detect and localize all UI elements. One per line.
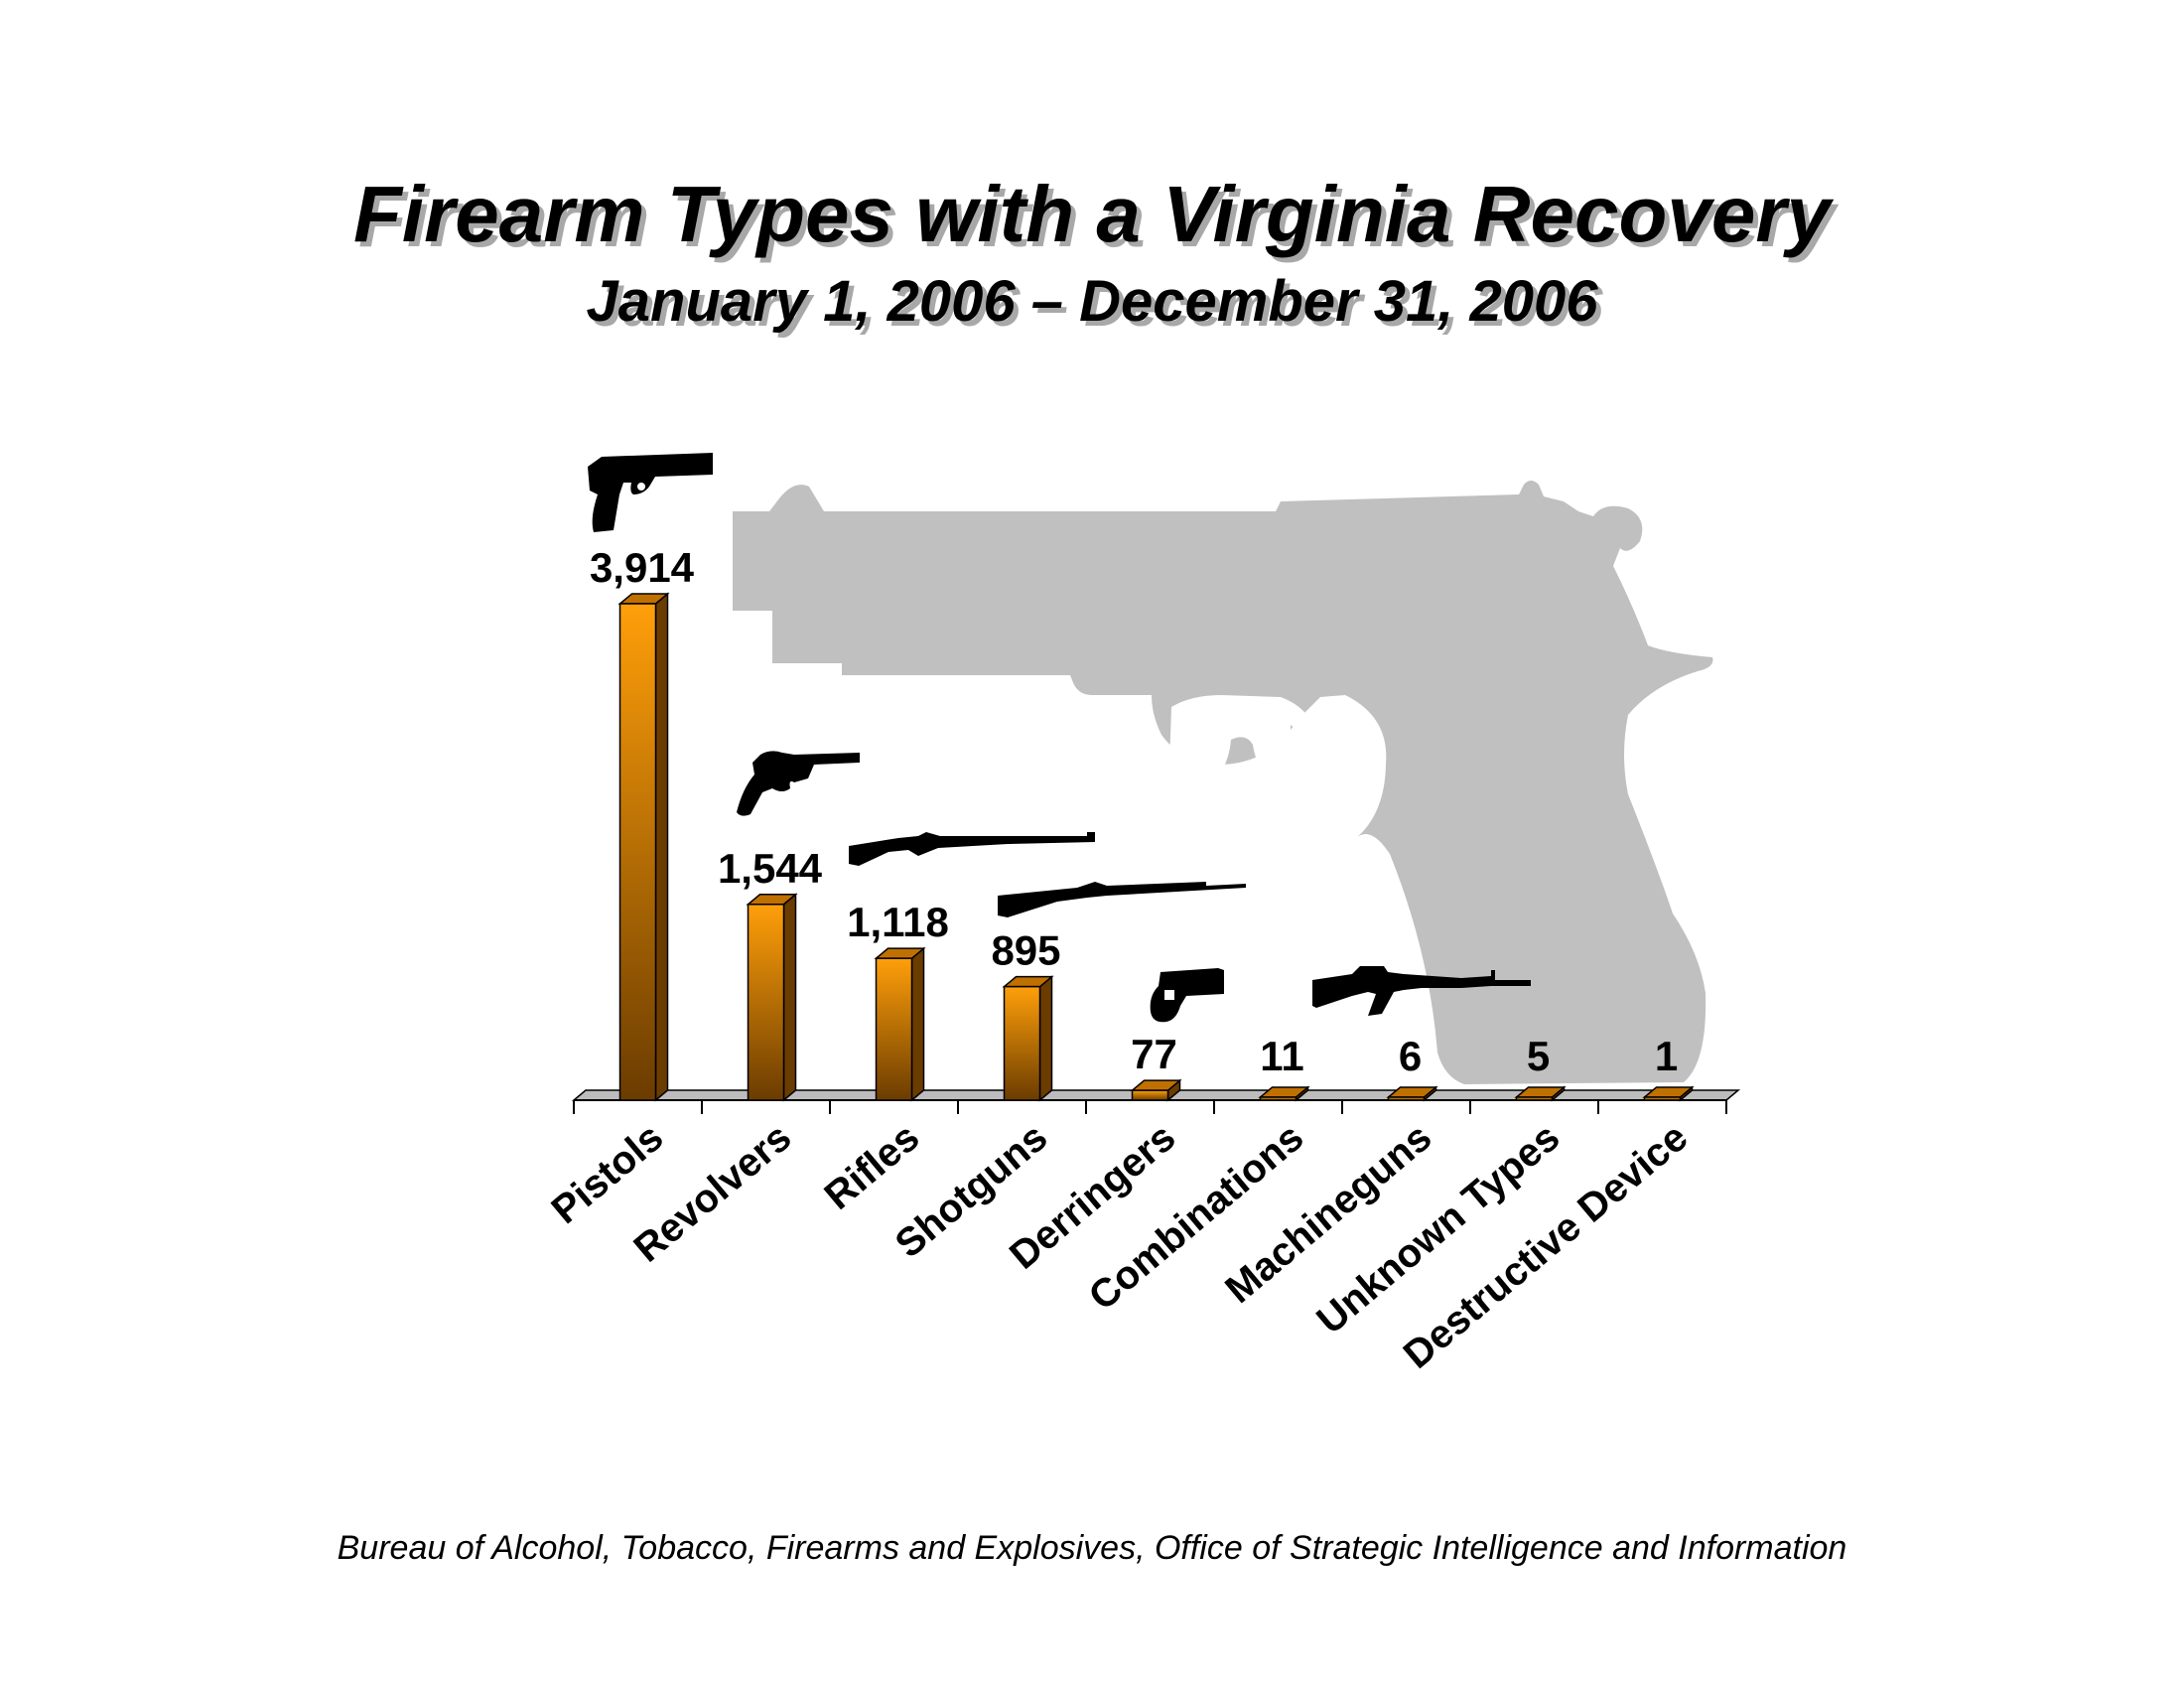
value-label: 1,544 (718, 845, 823, 892)
bar-side (782, 893, 797, 1102)
value-label: 3,914 (590, 544, 695, 591)
source-note: Bureau of Alcohol, Tobacco, Firearms and… (337, 1529, 1847, 1567)
bar-side (910, 946, 925, 1102)
pistol-icon (588, 453, 713, 532)
value-labels: 3,914 1,544 1,118 895 77 11 6 5 1 (590, 544, 1678, 1079)
firearm-icons (588, 453, 1531, 1023)
value-label: 6 (1399, 1033, 1422, 1079)
bar-front (1387, 1096, 1426, 1101)
chart-subtitle: January 1, 2006 – December 31, 2006 (586, 269, 1598, 334)
value-label: 1,118 (847, 899, 949, 945)
derringer-icon (1150, 968, 1224, 1023)
value-label: 5 (1527, 1033, 1550, 1079)
bar-derringers (1130, 1078, 1182, 1102)
trigger-guard-cutout (1169, 695, 1320, 793)
bar-front (747, 904, 785, 1101)
category-label: Rifles (817, 1115, 928, 1218)
pistol-silhouette-icon (733, 481, 1713, 1084)
bar-shotguns (1002, 975, 1054, 1102)
bar-pistols (617, 592, 670, 1102)
bar-front (875, 957, 913, 1101)
bar-revolvers (746, 893, 798, 1102)
bar-machineguns (1386, 1085, 1438, 1102)
bar-side (654, 592, 669, 1102)
bar-front (1131, 1089, 1169, 1101)
bar-rifles (874, 946, 926, 1102)
value-label: 1 (1655, 1033, 1678, 1079)
bar-front (1515, 1096, 1554, 1101)
bar-side (1038, 975, 1053, 1102)
category-label: Combinations (1081, 1115, 1312, 1319)
shotgun-icon (998, 882, 1246, 917)
bar-front (1259, 1096, 1297, 1101)
value-label: 11 (1260, 1033, 1303, 1079)
bar-front (618, 603, 657, 1101)
rifle-icon (849, 832, 1095, 866)
chart-title: Firearm Types with a Virginia Recovery (353, 170, 1831, 258)
bars (571, 592, 1741, 1114)
bar-front (1003, 985, 1041, 1101)
machinegun-icon (1312, 966, 1531, 1016)
value-label: 895 (991, 927, 1060, 974)
bar-front (1643, 1096, 1682, 1101)
revolver-icon (737, 751, 860, 816)
value-label: 77 (1131, 1031, 1177, 1077)
bar-destructive-device (1642, 1085, 1695, 1102)
bar-unknown-types (1514, 1085, 1567, 1102)
bar-combinations (1258, 1085, 1310, 1102)
